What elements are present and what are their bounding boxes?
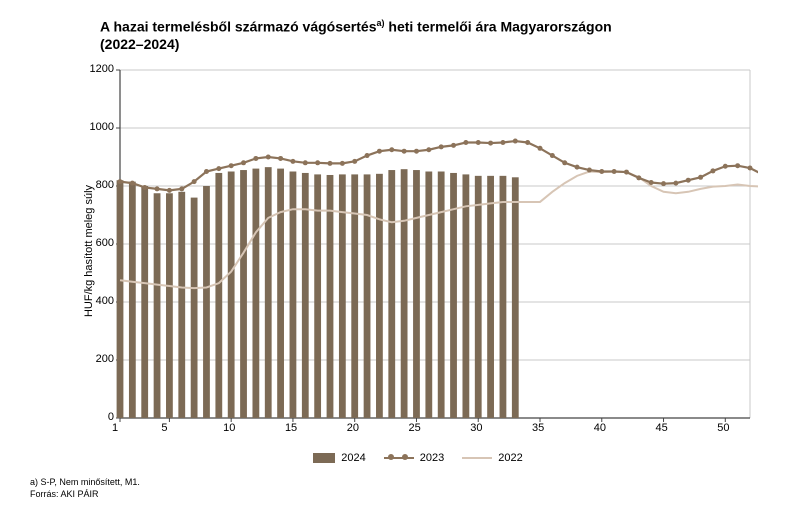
legend-label-2023: 2023 (420, 452, 444, 464)
x-tick: 20 (347, 422, 359, 434)
title-line1b: heti termelői ára Magyarországon (385, 19, 612, 35)
legend-2023: 2023 (384, 452, 444, 464)
legend-2022: 2022 (462, 452, 522, 464)
chart-title: A hazai termelésből származó vágósertésa… (100, 18, 732, 54)
legend-label-2024: 2024 (341, 452, 365, 464)
x-tick: 35 (532, 422, 544, 434)
title-line2: (2022–2024) (100, 36, 179, 52)
footnote-src: Forrás: AKI PÁIR (30, 489, 99, 499)
legend: 2024 2023 2022 (78, 452, 758, 464)
legend-2024: 2024 (313, 452, 365, 464)
x-tick: 5 (161, 422, 167, 434)
x-tick: 15 (285, 422, 297, 434)
x-tick: 1 (112, 422, 118, 434)
chart-svg (78, 66, 758, 436)
legend-swatch-2022 (462, 453, 492, 463)
y-tick: 400 (96, 295, 114, 307)
footnote-a: a) S-P, Nem minősített, M1. (30, 477, 140, 487)
legend-swatch-2023 (384, 453, 414, 463)
x-tick: 30 (470, 422, 482, 434)
x-tick: 40 (594, 422, 606, 434)
title-sup: a) (377, 18, 385, 28)
x-tick: 50 (717, 422, 729, 434)
x-tick: 45 (656, 422, 668, 434)
y-tick: 1200 (90, 63, 114, 75)
footnote: a) S-P, Nem minősített, M1. Forrás: AKI … (30, 476, 140, 501)
y-tick: 200 (96, 353, 114, 365)
legend-swatch-2024 (313, 453, 335, 463)
y-tick: 600 (96, 237, 114, 249)
x-tick: 25 (408, 422, 420, 434)
y-tick: 800 (96, 179, 114, 191)
x-tick: 10 (223, 422, 235, 434)
title-line1a: A hazai termelésből származó vágósertés (100, 19, 377, 35)
chart-plot: HUF/kg hasított meleg súly 0200400600800… (78, 66, 758, 436)
legend-label-2022: 2022 (498, 452, 522, 464)
y-tick: 1000 (90, 121, 114, 133)
